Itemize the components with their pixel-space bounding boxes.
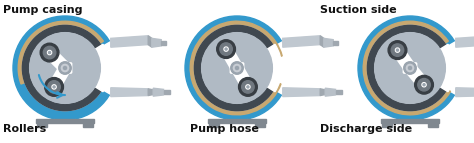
Polygon shape <box>161 41 166 45</box>
Circle shape <box>247 86 249 88</box>
Circle shape <box>30 33 100 103</box>
FancyBboxPatch shape <box>382 119 438 123</box>
Circle shape <box>43 46 56 59</box>
Circle shape <box>185 16 289 120</box>
Circle shape <box>395 48 400 52</box>
Circle shape <box>415 75 433 94</box>
Polygon shape <box>283 88 320 97</box>
Polygon shape <box>456 36 474 47</box>
Polygon shape <box>320 36 324 47</box>
Wedge shape <box>194 25 280 111</box>
Circle shape <box>194 25 280 111</box>
Wedge shape <box>363 21 450 115</box>
Circle shape <box>225 48 227 50</box>
Circle shape <box>217 40 236 58</box>
Circle shape <box>408 66 412 70</box>
FancyBboxPatch shape <box>209 119 265 123</box>
FancyBboxPatch shape <box>36 119 93 123</box>
Circle shape <box>391 44 404 56</box>
Polygon shape <box>153 88 164 96</box>
Circle shape <box>242 81 254 93</box>
Wedge shape <box>18 21 103 84</box>
Wedge shape <box>237 44 282 92</box>
Circle shape <box>236 66 238 69</box>
Circle shape <box>13 16 117 120</box>
Circle shape <box>418 79 430 91</box>
Text: Pump casing: Pump casing <box>3 5 82 15</box>
Circle shape <box>409 66 411 69</box>
Wedge shape <box>237 41 292 95</box>
FancyBboxPatch shape <box>255 123 264 127</box>
Polygon shape <box>111 88 148 97</box>
Wedge shape <box>410 41 465 95</box>
Circle shape <box>374 33 446 103</box>
Circle shape <box>59 62 71 74</box>
Polygon shape <box>456 88 474 97</box>
Circle shape <box>64 66 66 69</box>
Circle shape <box>238 78 257 96</box>
Polygon shape <box>325 88 336 96</box>
FancyBboxPatch shape <box>37 123 47 127</box>
Polygon shape <box>324 38 333 47</box>
Circle shape <box>63 66 67 70</box>
FancyBboxPatch shape <box>58 63 72 73</box>
Circle shape <box>224 47 228 51</box>
Wedge shape <box>65 41 119 95</box>
Circle shape <box>358 16 462 120</box>
Polygon shape <box>152 38 161 47</box>
Polygon shape <box>333 41 338 45</box>
Circle shape <box>45 78 64 96</box>
Circle shape <box>22 25 108 111</box>
Circle shape <box>388 41 407 59</box>
Circle shape <box>47 50 52 55</box>
Circle shape <box>396 49 399 51</box>
Polygon shape <box>148 89 153 96</box>
Circle shape <box>422 83 426 87</box>
Circle shape <box>52 85 56 89</box>
Circle shape <box>404 62 416 74</box>
Text: Pump hose: Pump hose <box>190 124 259 134</box>
Polygon shape <box>320 89 325 96</box>
Wedge shape <box>367 25 453 111</box>
Polygon shape <box>111 36 148 47</box>
Circle shape <box>201 33 273 103</box>
Circle shape <box>233 64 241 72</box>
Text: Discharge side: Discharge side <box>320 124 412 134</box>
Circle shape <box>61 64 69 72</box>
FancyBboxPatch shape <box>403 63 417 73</box>
Wedge shape <box>65 44 110 92</box>
FancyBboxPatch shape <box>230 63 244 73</box>
Circle shape <box>423 84 425 86</box>
Circle shape <box>40 43 59 62</box>
Circle shape <box>367 25 453 111</box>
Polygon shape <box>164 90 170 94</box>
Text: Suction side: Suction side <box>320 5 397 15</box>
Wedge shape <box>190 21 282 115</box>
FancyBboxPatch shape <box>210 123 219 127</box>
Polygon shape <box>336 90 342 94</box>
Circle shape <box>231 62 243 74</box>
Circle shape <box>48 81 60 93</box>
Circle shape <box>246 85 250 89</box>
FancyBboxPatch shape <box>383 123 392 127</box>
Circle shape <box>406 64 414 72</box>
Wedge shape <box>410 44 455 92</box>
Circle shape <box>235 66 239 70</box>
Polygon shape <box>148 36 152 47</box>
FancyBboxPatch shape <box>428 123 438 127</box>
Polygon shape <box>283 36 320 47</box>
Circle shape <box>53 86 55 88</box>
Wedge shape <box>22 25 108 111</box>
Circle shape <box>220 43 232 55</box>
FancyBboxPatch shape <box>83 123 92 127</box>
Circle shape <box>48 51 51 54</box>
Text: Rollers: Rollers <box>3 124 46 134</box>
